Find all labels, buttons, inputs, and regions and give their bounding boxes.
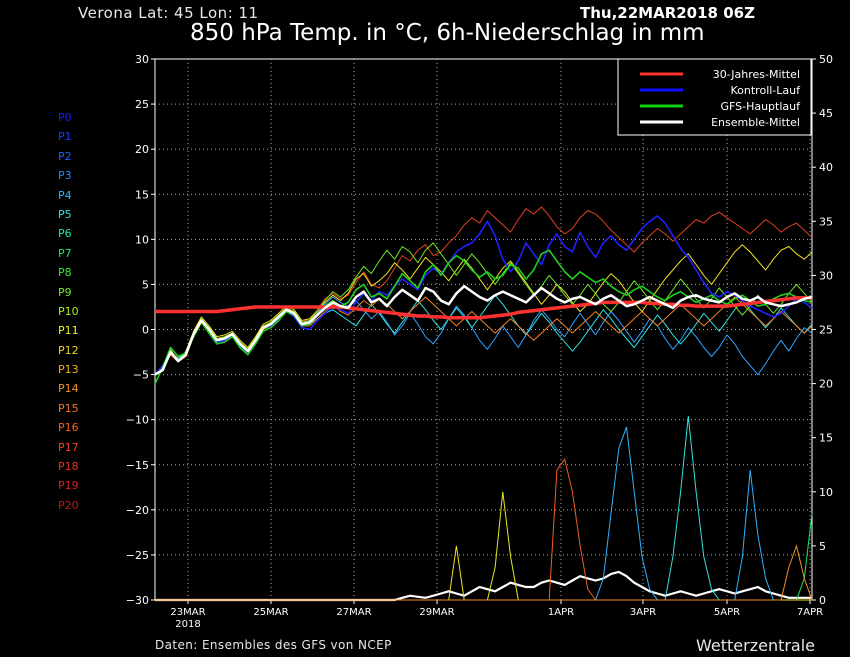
- precip-line-spike-4: [155, 491, 812, 601]
- temp-line-30-jahres-mittel: [155, 296, 812, 320]
- precip-line-spike-3: [155, 458, 812, 601]
- temp-line-ensemble-member-c: [154, 244, 813, 376]
- member-label-p16: P16: [58, 421, 79, 435]
- location-label: Verona Lat: 45 Lon: 11: [78, 4, 259, 22]
- precip-line-spike-8: [155, 544, 813, 601]
- member-label-p13: P13: [58, 363, 79, 377]
- member-label-p19: P19: [58, 479, 79, 493]
- member-label-p4: P4: [58, 188, 72, 202]
- member-legend: P0 P1 P2 P3 P4 P5 P6 P7 P8 P9 P10 P11 P12 P13 P14 P15 P1…: [58, 108, 79, 515]
- precip-line-spike-2: [155, 416, 812, 601]
- legend-label: 30-Jahres-Mittel: [713, 68, 800, 81]
- left-tick-label: −10: [126, 414, 149, 427]
- member-label-p12: P12: [58, 343, 79, 357]
- precip-line-spike-1: [155, 426, 812, 601]
- member-label-p17: P17: [58, 440, 79, 454]
- left-tick-label: 5: [142, 278, 149, 291]
- left-tick-label: −15: [126, 459, 149, 472]
- member-label-p1: P1: [58, 130, 72, 144]
- x-tick-label: 23MAR: [170, 607, 205, 618]
- member-label-p2: P2: [58, 149, 72, 163]
- left-tick-label: 25: [135, 98, 149, 111]
- left-tick-label: −5: [133, 369, 149, 382]
- left-tick-label: 0: [142, 324, 149, 337]
- member-label-p11: P11: [58, 324, 79, 338]
- right-tick-label: 35: [819, 215, 833, 228]
- member-label-p7: P7: [58, 246, 72, 260]
- left-tick-label: 15: [135, 188, 149, 201]
- chart-title: 850 hPa Temp. in °C, 6h-Niederschlag in …: [190, 20, 705, 46]
- legend-label: Ensemble-Mittel: [711, 116, 800, 129]
- x-tick-label: 1APR: [548, 607, 574, 618]
- member-label-p20: P20: [58, 498, 79, 512]
- x-tick-label: 5APR: [714, 607, 740, 618]
- left-tick-label: 20: [135, 143, 149, 156]
- x-tick-label: 29MAR: [419, 607, 454, 618]
- data-source-label: Daten: Ensembles des GFS von NCEP: [155, 638, 392, 652]
- member-label-p10: P10: [58, 304, 79, 318]
- member-label-p18: P18: [58, 460, 79, 474]
- right-tick-label: 25: [819, 324, 833, 337]
- left-tick-label: 30: [135, 53, 149, 66]
- right-tick-label: 30: [819, 269, 833, 282]
- right-tick-label: 40: [819, 161, 833, 174]
- legend-label: GFS-Hauptlauf: [720, 100, 801, 113]
- temp-line-ensemble-member-a: [154, 206, 813, 375]
- right-tick-label: 0: [819, 594, 826, 607]
- x-year-label: 2018: [175, 619, 200, 630]
- x-tick-label: 3APR: [630, 607, 656, 618]
- x-tick-label: 25MAR: [253, 607, 288, 618]
- right-tick-label: 20: [819, 378, 833, 391]
- left-tick-label: −30: [126, 594, 149, 607]
- right-tick-label: 10: [819, 486, 833, 499]
- x-tick-label: 7APR: [797, 607, 823, 618]
- x-tick-label: 27MAR: [336, 607, 371, 618]
- right-tick-label: 45: [819, 107, 833, 120]
- temp-line-ensemble-member-f: [154, 296, 813, 376]
- legend-label: Kontroll-Lauf: [731, 84, 802, 97]
- member-label-p6: P6: [58, 227, 72, 241]
- run-date-label: Thu,22MAR2018 06Z: [580, 4, 755, 22]
- left-tick-label: 10: [135, 233, 149, 246]
- brand-label: Wetterzentrale: [696, 636, 816, 655]
- precip-line-spike-6: [155, 470, 812, 601]
- right-tick-label: 15: [819, 432, 833, 445]
- member-label-p14: P14: [58, 382, 79, 396]
- member-label-p0: P0: [58, 111, 72, 124]
- right-tick-label: 5: [819, 540, 826, 553]
- chart-legend: 30-Jahres-Mittel Kontroll-Lauf GFS-Hauptla…: [617, 58, 812, 136]
- member-label-p9: P9: [58, 285, 72, 299]
- precip-line-ensemble-mittel: [155, 570, 812, 602]
- left-tick-label: −25: [126, 549, 149, 562]
- temp-line-ensemble-mittel: [154, 284, 813, 376]
- member-label-p15: P15: [58, 401, 79, 415]
- left-tick-label: −20: [126, 504, 149, 517]
- member-label-p8: P8: [58, 266, 72, 280]
- right-tick-label: 50: [819, 53, 833, 66]
- member-label-p3: P3: [58, 169, 72, 183]
- member-label-p5: P5: [58, 207, 72, 221]
